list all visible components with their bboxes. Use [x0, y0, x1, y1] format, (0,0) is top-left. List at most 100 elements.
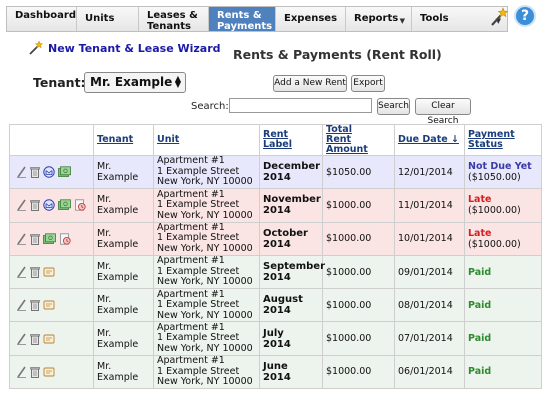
unit-cell: Apartment #1 1 Example Street New York, …: [153, 154, 260, 190]
rent-label-header[interactable]: Rent Label: [259, 124, 323, 156]
row-actions: [9, 188, 94, 223]
nav-tools[interactable]: Tools ▼: [412, 7, 507, 31]
nav-dashboard[interactable]: Dashboard: [7, 7, 77, 31]
trash-icon[interactable]: [30, 166, 40, 179]
table-row: Mr. Example Apartment #1 1 Example Street…: [9, 154, 542, 190]
chevron-down-icon: ▼: [399, 17, 405, 25]
pencil-icon[interactable]: [16, 166, 27, 179]
tenant-select-value: Mr. Example: [90, 75, 173, 89]
unit-cell: Apartment #1 1 Example Street New York, …: [153, 288, 260, 323]
nav-label: Leases & Tenants: [147, 10, 198, 32]
main-nav: Dashboard Units Leases & Tenants Rents &…: [6, 6, 508, 32]
status-badge: Paid: [468, 333, 492, 345]
magic-wand-icon[interactable]: [489, 7, 509, 27]
pencil-icon[interactable]: [16, 299, 27, 312]
money-icon[interactable]: [43, 233, 56, 245]
actions-header: [9, 124, 94, 156]
due-date-header[interactable]: Due Date ↓: [394, 124, 465, 156]
status-cell: Paid: [464, 254, 542, 290]
receipt-icon[interactable]: [43, 299, 55, 311]
clear-search-button[interactable]: Clear Search: [415, 98, 471, 126]
nav-leases-tenants[interactable]: Leases & Tenants: [139, 7, 209, 32]
money-icon[interactable]: [58, 166, 71, 178]
tenant-cell: Mr. Example: [93, 188, 154, 223]
receipt-icon[interactable]: [43, 266, 55, 278]
search-input[interactable]: [229, 98, 372, 113]
pencil-icon[interactable]: [16, 199, 27, 212]
table-row: Mr. Example Apartment #1 1 Example Street…: [9, 288, 542, 323]
rent-label-cell: August 2014: [259, 288, 323, 323]
due-date-cell: 06/01/2014: [394, 354, 465, 390]
nav-label: Rents & Payments: [217, 10, 273, 32]
status-cell: Paid: [464, 321, 542, 356]
status-badge: Paid: [468, 266, 492, 278]
row-actions: [9, 288, 94, 323]
magic-wand-icon: [29, 40, 44, 55]
nav-expenses[interactable]: Expenses: [276, 7, 346, 31]
pencil-icon[interactable]: [16, 366, 27, 378]
amount-cell: $1000.00: [322, 254, 395, 290]
pencil-icon[interactable]: [16, 233, 27, 245]
receipt-icon[interactable]: [43, 366, 55, 378]
payment-status-header-label: Payment Status: [468, 129, 515, 150]
table-row: Mr. Example Apartment #1 1 Example Street…: [9, 354, 542, 390]
tenant-select[interactable]: Mr. Example ▲ ▼: [84, 72, 186, 93]
status-cell: Not Due Yet ($1050.00): [464, 154, 542, 190]
trash-icon[interactable]: [30, 299, 40, 312]
due-date-cell: 09/01/2014: [394, 254, 465, 290]
payment-status-header[interactable]: Payment Status: [464, 124, 542, 156]
nav-label: Dashboard: [15, 10, 76, 21]
email-icon[interactable]: [43, 166, 55, 178]
rent-label-cell: October 2014: [259, 221, 323, 256]
trash-icon[interactable]: [30, 333, 40, 345]
chevron-down-icon: ▼: [495, 17, 501, 25]
status-badge: Paid: [468, 366, 492, 378]
search-button[interactable]: Search: [377, 98, 410, 115]
unit-cell: Apartment #1 1 Example Street New York, …: [153, 354, 260, 390]
trash-icon[interactable]: [30, 233, 40, 245]
trash-icon[interactable]: [30, 266, 40, 278]
tenant-cell: Mr. Example: [93, 321, 154, 356]
pencil-icon[interactable]: [16, 333, 27, 345]
amount-cell: $1000.00: [322, 354, 395, 390]
status-cell: Late ($1000.00): [464, 188, 542, 223]
tenant-header-label: Tenant: [97, 134, 134, 145]
total-rent-header[interactable]: Total Rent Amount: [322, 124, 395, 156]
table-row: Mr. Example Apartment #1 1 Example Street…: [9, 321, 542, 356]
receipt-icon[interactable]: [43, 333, 55, 345]
nav-units[interactable]: Units: [77, 7, 139, 31]
money-icon[interactable]: [58, 199, 71, 211]
tenant-cell: Mr. Example: [93, 254, 154, 290]
tenant-cell: Mr. Example: [93, 221, 154, 256]
due-date-cell: 12/01/2014: [394, 154, 465, 190]
unit-header[interactable]: Unit: [153, 124, 260, 156]
late-fee-icon[interactable]: [59, 233, 71, 245]
status-badge: Paid: [468, 299, 492, 311]
email-icon[interactable]: [43, 199, 55, 212]
select-arrows-icon: ▲ ▼: [174, 74, 181, 89]
new-tenant-wizard-link[interactable]: New Tenant & Lease Wizard: [48, 41, 221, 55]
rent-label-header-label: Rent Label: [263, 129, 292, 150]
export-button[interactable]: Export: [351, 75, 385, 92]
rent-label-cell: November 2014: [259, 188, 323, 223]
add-rent-button[interactable]: Add a New Rent: [273, 75, 347, 92]
trash-icon[interactable]: [30, 366, 40, 378]
trash-icon[interactable]: [30, 199, 40, 212]
status-amount: ($1000.00): [468, 205, 521, 217]
late-fee-icon[interactable]: [74, 199, 86, 212]
tenant-header[interactable]: Tenant: [93, 124, 154, 156]
table-row: Mr. Example Apartment #1 1 Example Street…: [9, 254, 542, 290]
row-actions: [9, 354, 94, 390]
nav-reports[interactable]: Reports ▼: [346, 7, 412, 31]
status-cell: Late ($1000.00): [464, 221, 542, 256]
tenant-label: Tenant:: [33, 75, 86, 90]
table-header-row: Tenant Unit Rent Label Total Rent Amount…: [9, 124, 542, 156]
amount-cell: $1000.00: [322, 288, 395, 323]
pencil-icon[interactable]: [16, 266, 27, 279]
rent-label-cell: July 2014: [259, 321, 323, 356]
help-icon[interactable]: ?: [514, 5, 536, 27]
due-date-cell: 08/01/2014: [394, 288, 465, 323]
nav-rents-payments[interactable]: Rents & Payments: [209, 7, 276, 32]
due-date-header-label: Due Date ↓: [398, 134, 459, 145]
status-badge: Not Due Yet: [468, 161, 532, 173]
